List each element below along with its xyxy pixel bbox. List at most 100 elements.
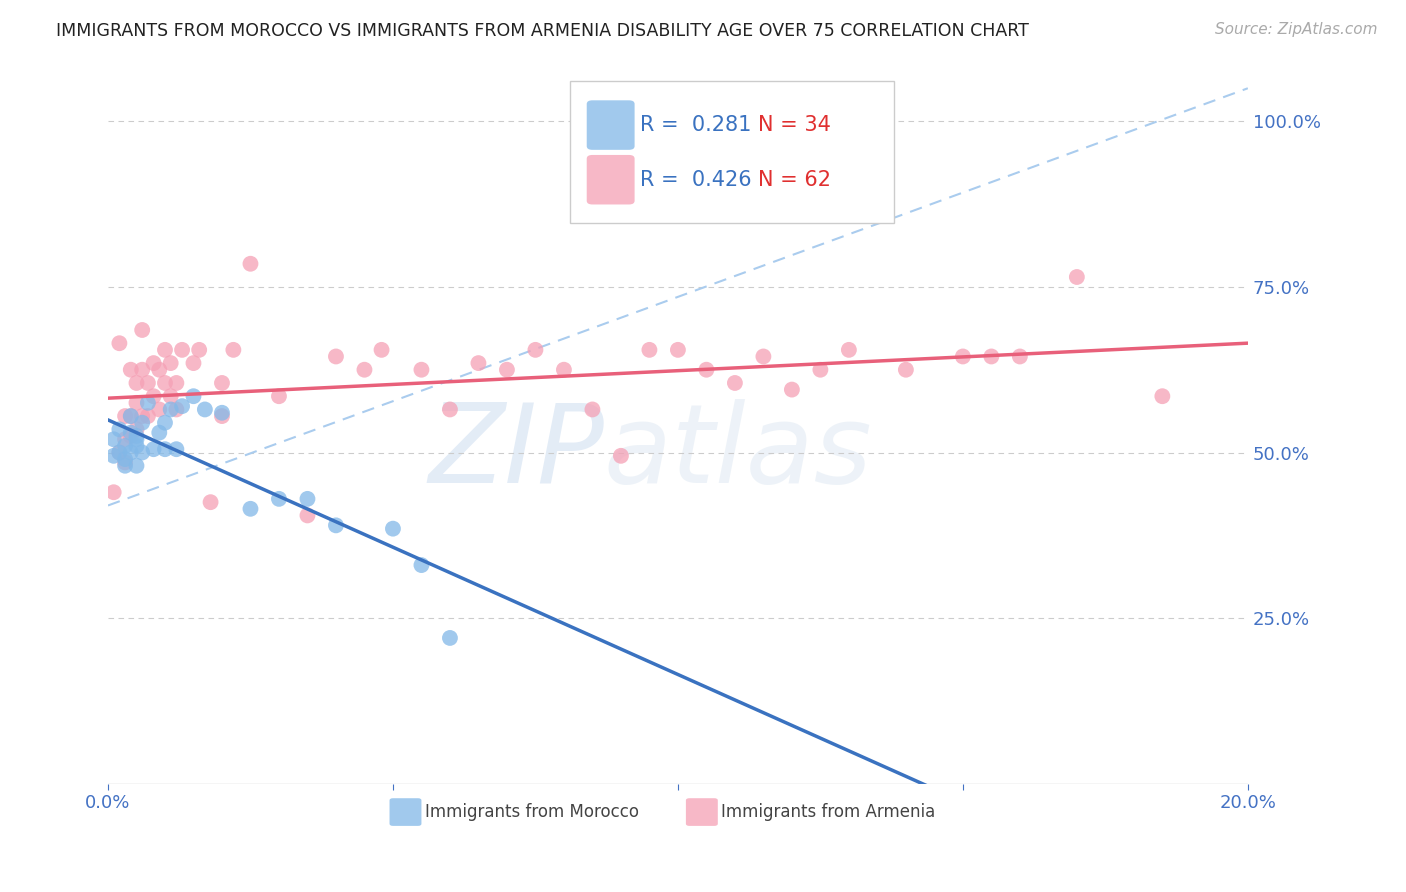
Point — [165, 376, 187, 390]
Point — [125, 396, 148, 410]
Text: N = 34: N = 34 — [758, 115, 831, 135]
Point — [131, 445, 153, 459]
FancyBboxPatch shape — [389, 798, 422, 826]
Point — [297, 491, 319, 506]
Point — [125, 429, 148, 443]
Point — [165, 402, 187, 417]
Point — [114, 439, 136, 453]
Point — [159, 389, 181, 403]
Text: Source: ZipAtlas.com: Source: ZipAtlas.com — [1215, 22, 1378, 37]
Point — [114, 458, 136, 473]
Point — [125, 458, 148, 473]
Point — [148, 362, 170, 376]
Point — [142, 442, 165, 457]
Point — [411, 362, 433, 376]
Point — [1008, 350, 1031, 364]
Text: R =  0.281: R = 0.281 — [640, 115, 752, 135]
Point — [114, 432, 136, 446]
Point — [125, 432, 148, 446]
Point — [120, 409, 142, 423]
Point — [159, 402, 181, 417]
Point — [114, 452, 136, 467]
Point — [142, 356, 165, 370]
Point — [297, 508, 319, 523]
Point — [752, 350, 775, 364]
Point — [553, 362, 575, 376]
Point — [183, 389, 205, 403]
Point — [1066, 270, 1088, 285]
Point — [131, 362, 153, 376]
Point — [267, 389, 290, 403]
FancyBboxPatch shape — [686, 798, 718, 826]
Point — [148, 425, 170, 440]
Point — [666, 343, 689, 357]
Point — [808, 362, 831, 376]
Point — [183, 356, 205, 370]
Point — [153, 416, 176, 430]
Point — [411, 558, 433, 573]
Text: N = 62: N = 62 — [758, 169, 831, 190]
Point — [172, 399, 194, 413]
Point — [103, 449, 125, 463]
Point — [125, 439, 148, 453]
Point — [267, 491, 290, 506]
Point — [381, 522, 404, 536]
Point — [120, 429, 142, 443]
Point — [120, 445, 142, 459]
Point — [838, 343, 860, 357]
Text: R =  0.426: R = 0.426 — [640, 169, 752, 190]
Point — [136, 409, 159, 423]
Text: Immigrants from Morocco: Immigrants from Morocco — [425, 803, 638, 821]
Point — [153, 376, 176, 390]
Point — [325, 518, 347, 533]
Point — [125, 376, 148, 390]
Point — [610, 449, 633, 463]
Point — [131, 409, 153, 423]
Point — [211, 376, 233, 390]
Point — [108, 445, 131, 459]
Point — [114, 409, 136, 423]
Point — [1152, 389, 1174, 403]
Point — [120, 409, 142, 423]
Point — [638, 343, 661, 357]
Point — [103, 432, 125, 446]
Point — [108, 445, 131, 459]
Point — [200, 495, 222, 509]
Point — [695, 362, 717, 376]
FancyBboxPatch shape — [586, 100, 634, 150]
FancyBboxPatch shape — [586, 155, 634, 204]
Point — [194, 402, 217, 417]
Text: atlas: atlas — [603, 399, 873, 506]
Point — [467, 356, 489, 370]
Point — [125, 422, 148, 436]
Point — [211, 409, 233, 423]
Point — [239, 257, 262, 271]
Point — [496, 362, 519, 376]
Point — [211, 406, 233, 420]
Point — [980, 350, 1002, 364]
Point — [172, 343, 194, 357]
Point — [439, 402, 461, 417]
Text: IMMIGRANTS FROM MOROCCO VS IMMIGRANTS FROM ARMENIA DISABILITY AGE OVER 75 CORREL: IMMIGRANTS FROM MOROCCO VS IMMIGRANTS FR… — [56, 22, 1029, 40]
Point — [153, 442, 176, 457]
Point — [353, 362, 375, 376]
Point — [159, 356, 181, 370]
Point — [165, 442, 187, 457]
Point — [524, 343, 547, 357]
Point — [188, 343, 211, 357]
Point — [103, 485, 125, 500]
Point — [108, 422, 131, 436]
Point — [142, 389, 165, 403]
Point — [120, 362, 142, 376]
Point — [952, 350, 974, 364]
FancyBboxPatch shape — [569, 80, 894, 223]
Point — [114, 455, 136, 469]
Text: ZIP: ZIP — [427, 399, 603, 506]
Point — [724, 376, 747, 390]
Text: Immigrants from Armenia: Immigrants from Armenia — [721, 803, 935, 821]
Point — [370, 343, 392, 357]
Point — [131, 416, 153, 430]
Point — [439, 631, 461, 645]
Point — [153, 343, 176, 357]
Point — [131, 323, 153, 337]
